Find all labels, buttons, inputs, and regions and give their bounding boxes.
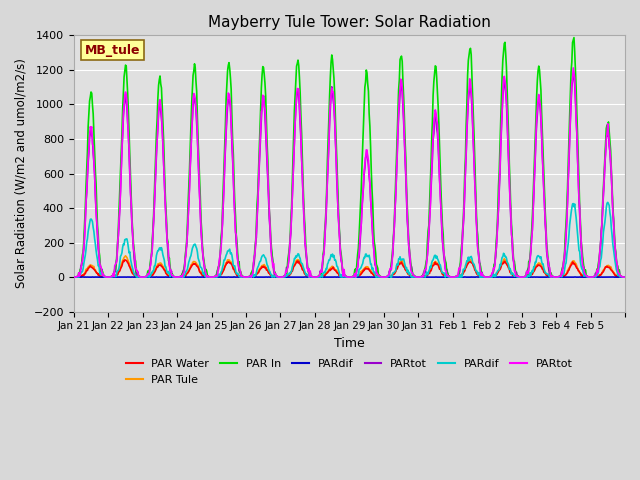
Y-axis label: Solar Radiation (W/m2 and umol/m2/s): Solar Radiation (W/m2 and umol/m2/s) xyxy=(15,59,28,288)
Legend: PAR Water, PAR Tule, PAR In, PARdif, PARtot, PARdif, PARtot: PAR Water, PAR Tule, PAR In, PARdif, PAR… xyxy=(122,355,577,389)
Title: Mayberry Tule Tower: Solar Radiation: Mayberry Tule Tower: Solar Radiation xyxy=(208,15,491,30)
X-axis label: Time: Time xyxy=(334,337,365,350)
Text: MB_tule: MB_tule xyxy=(85,44,140,57)
